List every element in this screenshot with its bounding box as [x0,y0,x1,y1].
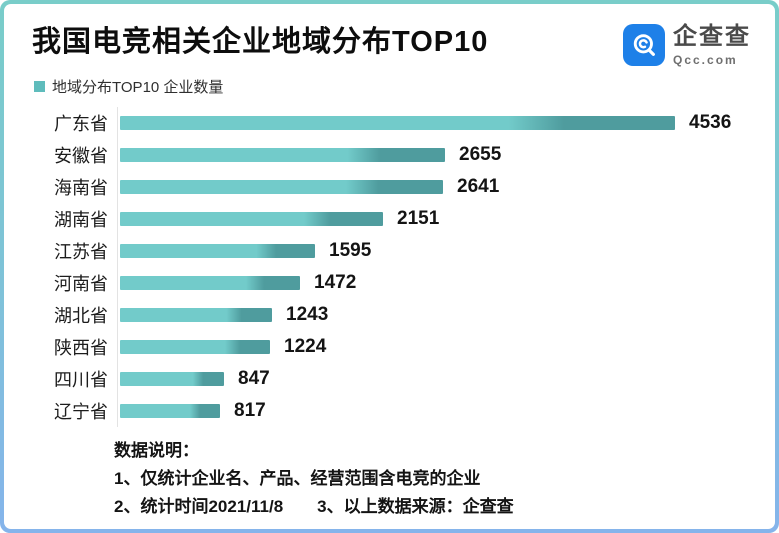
bar-track: 1243 [117,299,755,331]
category-label: 湖南省 [54,210,108,230]
bar-track: 2655 [117,139,755,171]
value-label: 817 [234,400,266,421]
chart-row: 海南省 2641 [32,171,755,203]
category-label: 陕西省 [54,338,108,358]
bar [120,244,315,258]
bar-chart: 广东省 4536 安徽省 2655 海南省 2641 湖南省 2151 江苏省 1595 河南省 14… [32,107,755,427]
bar-track: 2641 [117,171,755,203]
bar [120,148,445,162]
chart-row: 四川省 847 [32,363,755,395]
brand-domain: Qcc.com [673,53,738,68]
category-label: 安徽省 [54,146,108,166]
category-label: 广东省 [54,114,108,134]
footer-heading: 数据说明： [114,441,199,460]
chart-row: 广东省 4536 [32,107,755,139]
chart-row: 江苏省 1595 [32,235,755,267]
value-label: 2151 [397,208,440,229]
bar [120,116,675,130]
category-label: 江苏省 [54,242,108,262]
bar-track: 2151 [117,203,755,235]
spiral-glyph [633,34,655,56]
footer-note-1: 1、仅统计企业名、产品、经营范围含电竞的企业 [114,469,481,488]
value-label: 2641 [457,176,500,197]
bar-track: 1595 [117,235,755,267]
bar [120,180,443,194]
header: 我国电竞相关企业地域分布TOP10 企查查 Qcc.com [32,22,751,67]
value-label: 1472 [314,272,357,293]
bar-track: 1472 [117,267,755,299]
value-label: 847 [238,368,270,389]
value-label: 2655 [459,144,502,165]
footer-notes: 数据说明： 1、仅统计企业名、产品、经营范围含电竞的企业 2、统计时间2021/… [114,437,514,521]
value-label: 1243 [286,304,329,325]
footer-note-3: 3、以上数据来源：企查查 [317,497,514,516]
category-label: 海南省 [54,178,108,198]
value-label: 1595 [329,240,372,261]
bar [120,308,272,322]
chart-row: 安徽省 2655 [32,139,755,171]
bar-track: 4536 [117,107,755,139]
value-label: 4536 [689,112,732,133]
infographic-card: 我国电竞相关企业地域分布TOP10 企查查 Qcc.com 地域分布TOP10 … [4,4,775,529]
legend: 地域分布TOP10 企业数量 [34,76,223,97]
bar [120,372,224,386]
bar [120,404,220,418]
category-label: 河南省 [54,274,108,294]
category-label: 湖北省 [54,306,108,326]
brand-logo: 企查查 Qcc.com [623,23,751,68]
chart-row: 河南省 1472 [32,267,755,299]
brand-text: 企查查 Qcc.com [673,23,751,68]
chart-row: 湖北省 1243 [32,299,755,331]
bar-track: 1224 [117,331,755,363]
page-title: 我国电竞相关企业地域分布TOP10 [32,26,489,58]
footer-note-2: 2、统计时间2021/11/8 [114,497,284,516]
value-label: 1224 [284,336,327,357]
bar-track: 847 [117,363,755,395]
bar [120,276,300,290]
footer-note-row: 2、统计时间2021/11/8 3、以上数据来源：企查查 [114,493,514,521]
category-label: 四川省 [54,370,108,390]
bar-track: 817 [117,395,755,427]
chart-row: 辽宁省 817 [32,395,755,427]
bar [120,340,270,354]
brand-name: 企查查 [673,23,751,50]
bar [120,212,383,226]
category-label: 辽宁省 [54,402,108,422]
legend-swatch-icon [34,81,45,92]
legend-label: 地域分布TOP10 企业数量 [52,79,224,96]
chart-row: 陕西省 1224 [32,331,755,363]
qcc-logo-icon [623,24,665,66]
chart-row: 湖南省 2151 [32,203,755,235]
